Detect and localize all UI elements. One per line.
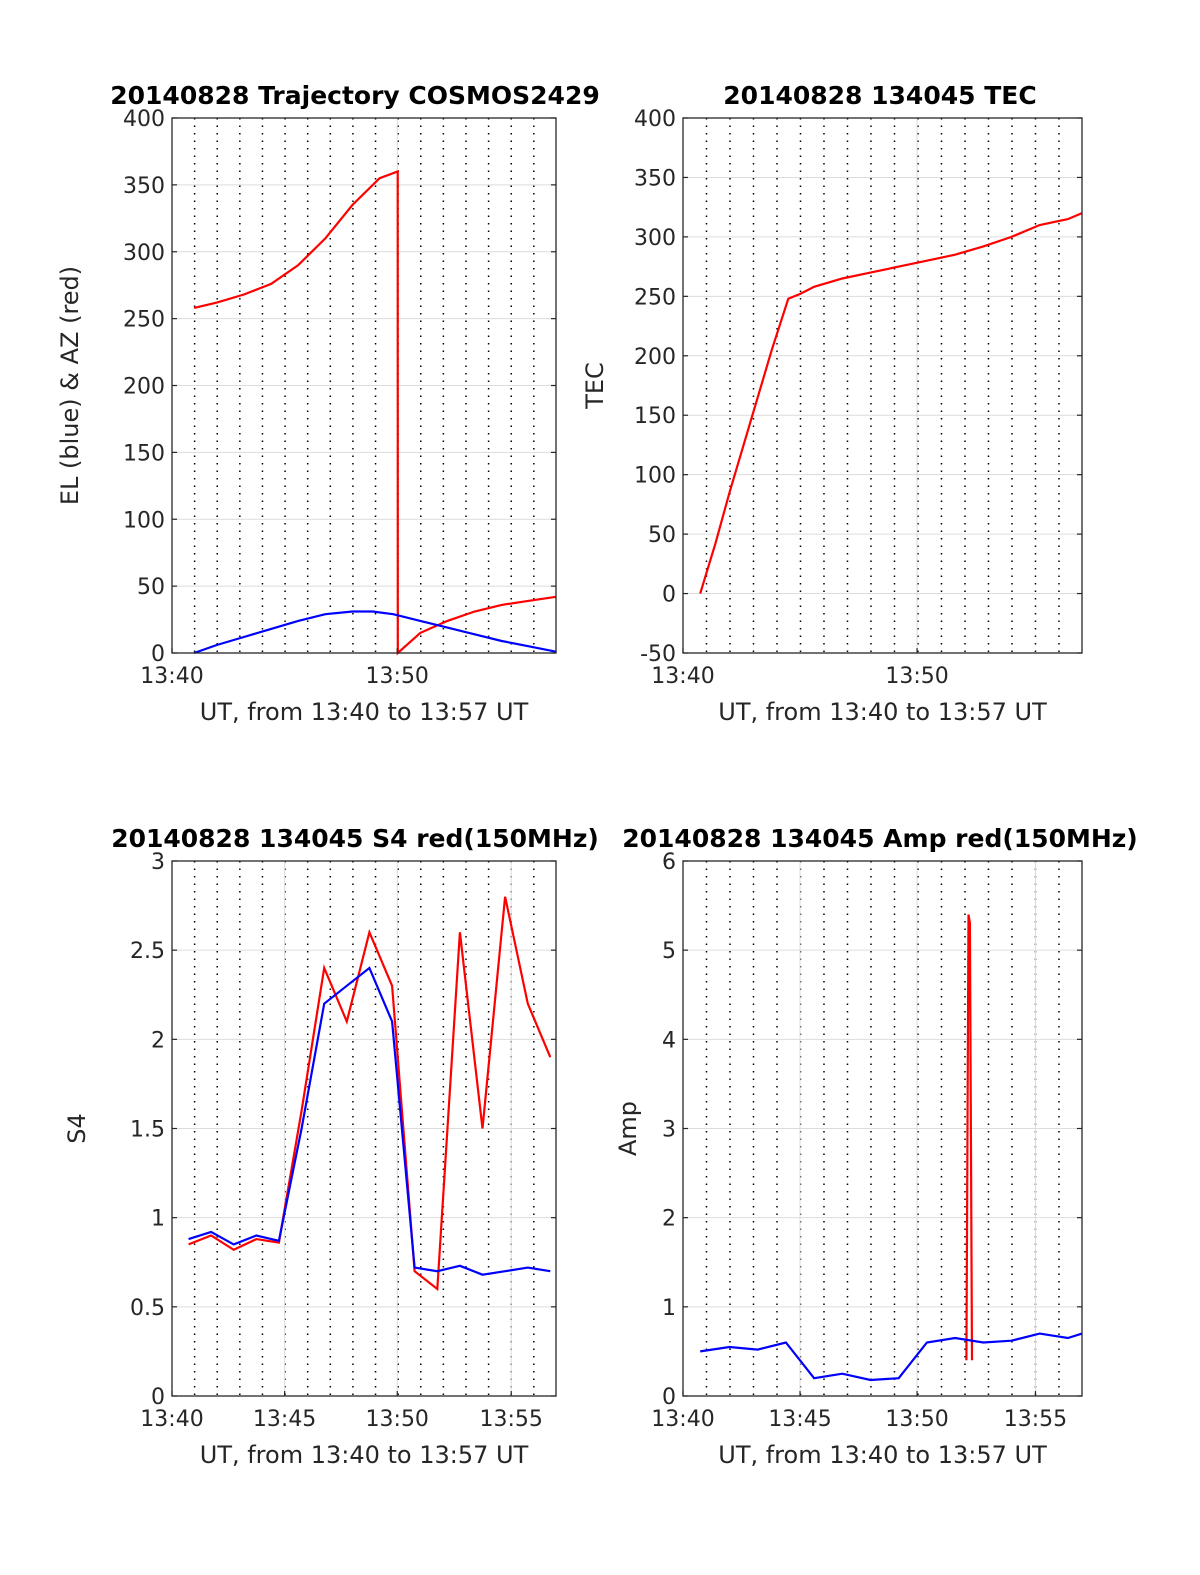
y-tick-label: 6: [662, 850, 676, 875]
chart-title: 20140828 134045 TEC: [723, 81, 1036, 110]
y-tick-label: 5: [662, 939, 676, 964]
y-tick-label: 350: [634, 166, 676, 191]
x-tick-label: 13:40: [140, 1407, 203, 1432]
x-tick-label: 13:50: [366, 1407, 429, 1432]
y-tick-label: 4: [662, 1028, 676, 1053]
y-tick-label: 0: [662, 1385, 676, 1410]
y-tick-label: 1.5: [130, 1118, 165, 1143]
chart-panel-2: 0 0.5 1 1.5 2 2.5 3 13:40 13:45 13:50 13:55 2014082…: [63, 824, 599, 1469]
y-tick-label: 200: [123, 375, 165, 400]
x-tick-label: 13:50: [885, 664, 948, 689]
y-tick-label: 100: [123, 508, 165, 533]
x-tick-label: 13:45: [768, 1407, 831, 1432]
series-line-0: [188, 896, 552, 1292]
y-tick-label: 250: [123, 308, 165, 333]
x-axis-label: UT, from 13:40 to 13:57 UT: [200, 1441, 529, 1469]
y-tick-label: 1: [662, 1296, 676, 1321]
y-axis-label: S4: [63, 1113, 91, 1144]
x-tick-label: 13:40: [140, 664, 203, 689]
y-tick-label: 150: [123, 441, 165, 466]
y-tick-label: 200: [634, 345, 676, 370]
x-tick-label: 13:45: [253, 1407, 316, 1432]
y-tick-label: 250: [634, 285, 676, 310]
series-line-0: [965, 914, 974, 1361]
x-tick-label: 13:40: [651, 1407, 714, 1432]
series-line-0: [699, 212, 1083, 594]
x-tick-label: 13:55: [480, 1407, 543, 1432]
y-tick-label: 100: [634, 464, 676, 489]
x-tick-label: 13:40: [651, 664, 714, 689]
x-axis-label: UT, from 13:40 to 13:57 UT: [718, 698, 1047, 726]
y-tick-label: 350: [123, 174, 165, 199]
y-tick-label: -50: [640, 642, 676, 667]
chart-title: 20140828 Trajectory COSMOS2429: [110, 81, 600, 110]
y-tick-label: 50: [137, 575, 165, 600]
chart-title: 20140828 134045 Amp red(150MHz): [622, 824, 1138, 853]
series-line-0: [193, 169, 557, 656]
y-tick-label: 300: [634, 226, 676, 251]
y-tick-label: 2.5: [130, 939, 165, 964]
axes-frame: [682, 117, 1083, 654]
y-tick-label: 0.5: [130, 1296, 165, 1321]
x-tick-label: 13:55: [1004, 1407, 1067, 1432]
x-axis-label: UT, from 13:40 to 13:57 UT: [200, 698, 529, 726]
chart-panel-0: 0 50 100 150 200 250 300 350 400 13:40 13:50 201408…: [56, 81, 600, 726]
x-axis-label: UT, from 13:40 to 13:57 UT: [718, 1441, 1047, 1469]
y-tick-label: 0: [662, 583, 676, 608]
chart-panel-3: 0 1 2 3 4 5 6 13:40 13:45 13:50 13:55 20140828 1340…: [614, 824, 1138, 1469]
x-tick-label: 13:50: [366, 664, 429, 689]
chart-panel-1: -50 0 50 100 150 200 250 300 350 400 13:40 13:50 201…: [581, 81, 1083, 726]
y-axis-label: Amp: [614, 1101, 642, 1156]
y-axis-label: EL (blue) & AZ (red): [56, 266, 84, 505]
y-tick-label: 150: [634, 404, 676, 429]
series-line-1: [700, 1332, 1083, 1382]
y-tick-label: 50: [648, 523, 676, 548]
y-axis-label: TEC: [581, 362, 609, 410]
y-tick-label: 3: [151, 850, 165, 875]
y-tick-label: 2: [662, 1207, 676, 1232]
y-tick-label: 2: [151, 1028, 165, 1053]
y-tick-label: 0: [151, 642, 165, 667]
y-tick-label: 300: [123, 241, 165, 266]
y-tick-label: 1: [151, 1207, 165, 1232]
y-tick-label: 0: [151, 1385, 165, 1410]
chart-title: 20140828 134045 S4 red(150MHz): [111, 824, 599, 853]
y-tick-label: 400: [123, 107, 165, 132]
y-tick-label: 400: [634, 107, 676, 132]
x-tick-label: 13:50: [885, 1407, 948, 1432]
series-line-1: [188, 966, 551, 1276]
y-tick-label: 3: [662, 1118, 676, 1143]
series-line-1: [193, 610, 557, 655]
